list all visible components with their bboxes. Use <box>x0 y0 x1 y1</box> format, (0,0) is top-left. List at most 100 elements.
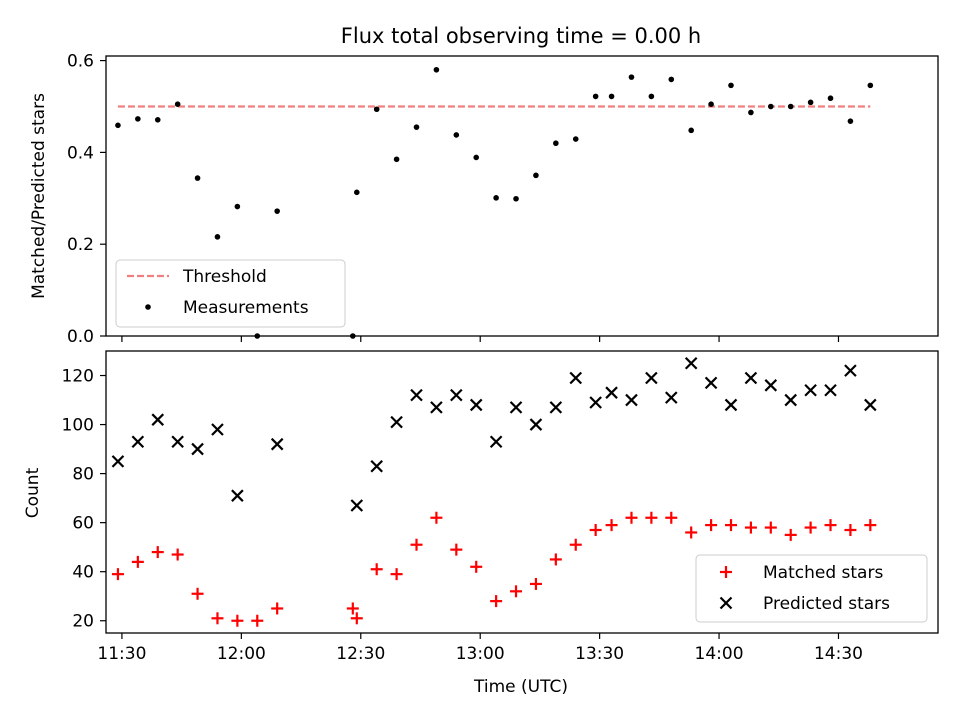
measurement-point <box>493 195 499 201</box>
measurement-point <box>748 109 754 116</box>
matched-star-point <box>784 528 797 541</box>
bottom-x-tick-label: 14:00 <box>695 644 744 664</box>
matched-star-point <box>569 538 582 551</box>
predicted-star-point <box>509 401 523 414</box>
bottom-y-tick-label: 60 <box>72 514 94 534</box>
top-x-axis <box>121 336 840 342</box>
matched-star-point <box>665 511 678 524</box>
predicted-star-point <box>645 371 658 385</box>
predicted-star-point <box>350 499 364 512</box>
measurement-point <box>433 66 440 73</box>
measurement-point <box>787 103 794 110</box>
predicted-star-point <box>151 413 165 426</box>
top-plot-area <box>115 66 874 339</box>
matched-star-point <box>804 521 817 534</box>
matched-star-point <box>370 563 383 576</box>
measurement-point <box>827 95 834 102</box>
matched-star-point <box>430 511 443 524</box>
measurement-point <box>847 118 854 124</box>
legend-threshold-label: Threshold <box>182 267 267 287</box>
matched-star-point <box>844 524 857 537</box>
matched-star-point <box>625 511 638 524</box>
predicted-star-point <box>450 388 463 402</box>
matched-star-point <box>705 519 718 532</box>
top-axes-frame <box>105 55 939 337</box>
measurement-point <box>135 116 141 122</box>
predicted-star-point <box>131 435 145 449</box>
predicted-star-point <box>824 383 837 397</box>
predicted-star-point <box>191 442 204 456</box>
measurement-point <box>154 117 161 123</box>
measurement-point <box>648 93 655 100</box>
matched-star-point <box>390 568 403 581</box>
measurement-point <box>234 203 241 210</box>
legend-matched-label: Matched stars <box>763 563 883 583</box>
matched-star-point <box>685 526 698 539</box>
matched-star-point <box>510 585 523 598</box>
predicted-star-point <box>469 398 483 412</box>
predicted-star-point <box>744 371 758 385</box>
matched-star-point <box>864 519 877 532</box>
top-y-tick-label: 0.0 <box>67 327 94 347</box>
predicted-star-point <box>529 418 543 431</box>
predicted-star-point <box>270 437 284 451</box>
matched-star-point <box>764 521 777 534</box>
predicted-star-point <box>211 423 224 436</box>
measurement-point <box>513 195 519 202</box>
measurement-point <box>453 132 460 138</box>
measurement-point <box>688 127 694 134</box>
top-y-axis-label: Matched/Predicted stars <box>29 93 49 299</box>
bottom-legend: Matched stars Predicted stars <box>695 554 928 623</box>
matched-star-point <box>470 560 483 573</box>
measurement-point <box>807 99 814 106</box>
predicted-star-point <box>231 489 244 502</box>
matched-star-point <box>231 614 244 627</box>
matched-star-point <box>271 602 284 615</box>
bottom-x-tick-label: 11:30 <box>97 644 146 664</box>
predicted-star-point <box>864 398 877 412</box>
bottom-y-tick-label: 80 <box>72 465 94 485</box>
predicted-star-point <box>625 393 638 407</box>
matched-star-point <box>151 546 164 559</box>
predicted-star-point <box>430 401 443 414</box>
matched-star-point <box>191 587 204 600</box>
measurement-point <box>608 93 615 100</box>
bottom-axes-frame <box>105 350 939 634</box>
measurement-point <box>473 154 480 161</box>
bottom-x-axis-label: Time (UTC) <box>473 677 568 697</box>
bottom-x-tick-label: 13:30 <box>575 644 624 664</box>
legend-matched-swatch <box>720 566 732 578</box>
predicted-star-point <box>569 371 583 385</box>
predicted-star-point <box>111 455 125 468</box>
predicted-star-point <box>549 401 563 414</box>
measurement-point <box>214 234 221 240</box>
bottom-plot-area <box>111 356 877 627</box>
matched-star-point <box>724 519 737 532</box>
bottom-x-tick-label: 12:00 <box>217 644 266 664</box>
predicted-star-point <box>684 356 698 370</box>
predicted-star-point <box>171 435 184 449</box>
measurement-point <box>373 106 380 113</box>
predicted-star-point <box>844 364 857 377</box>
bottom-y-axis: 20 40 60 80 100 120 <box>62 367 106 632</box>
predicted-star-point <box>370 459 383 473</box>
top-y-axis: 0.0 0.2 0.4 0.6 <box>67 52 106 347</box>
measurement-point <box>708 101 714 107</box>
matched-star-point <box>605 519 618 532</box>
legend-predicted-label: Predicted stars <box>763 594 890 614</box>
matched-star-point <box>131 555 144 568</box>
predicted-star-point <box>784 393 797 407</box>
measurement-point <box>572 136 579 142</box>
bottom-y-axis-label: Count <box>23 467 43 518</box>
predicted-star-point <box>489 435 503 449</box>
measurement-point <box>768 103 774 110</box>
bottom-x-tick-label: 13:00 <box>456 644 505 664</box>
matched-star-point <box>824 519 837 532</box>
bottom-y-tick-label: 120 <box>62 367 94 387</box>
predicted-star-point <box>724 398 738 412</box>
measurement-point <box>194 175 201 181</box>
measurement-point <box>413 124 420 130</box>
bottom-x-axis: 11:30 12:00 12:30 13:00 13:30 14:00 14:30 <box>97 633 863 664</box>
measurement-point <box>592 93 599 100</box>
matched-star-point <box>490 595 503 608</box>
